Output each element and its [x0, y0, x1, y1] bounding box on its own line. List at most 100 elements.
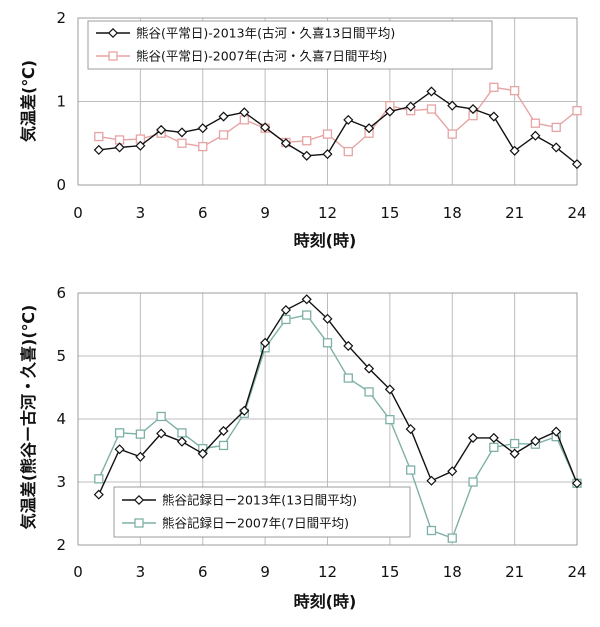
data-point: [322, 313, 333, 324]
x-tick-label: 3: [136, 204, 146, 222]
data-point: [198, 141, 208, 152]
data-point: [301, 150, 312, 161]
legend-box: [113, 486, 411, 538]
data-point: [176, 127, 188, 138]
legend: 熊谷記録日ー2013年(13日間平均) 熊谷記録日ー2007年(7日間平均): [113, 486, 411, 538]
data-point: [489, 442, 499, 453]
x-tick-label: 18: [443, 204, 462, 222]
data-point: [509, 85, 520, 96]
legend-entry: 熊谷記録日ー2007年(7日間平均): [162, 516, 349, 531]
chart-2: 0 3 6 9 12 15 18 21 24 2 3 4 5 6 時刻(時) 気温差(熊谷ー古河・久喜)(℃)…: [19, 284, 587, 611]
x-tick-label: 21: [505, 204, 524, 222]
data-point: [197, 448, 208, 459]
series-line: [98, 298, 578, 495]
data-point: [343, 373, 353, 383]
y-axis-label: 気温差(熊谷ー古河・久喜)(℃): [19, 305, 38, 530]
series-2: [94, 82, 582, 157]
series-line: [98, 90, 578, 165]
x-tick-label: 24: [567, 204, 586, 222]
x-tick-label: 24: [567, 563, 586, 581]
data-point: [218, 130, 229, 140]
data-point: [94, 131, 104, 142]
data-point: [551, 426, 562, 437]
legend-entry: 熊谷(平常日)-2007年(古河・久喜7日間平均): [136, 49, 387, 64]
data-point: [343, 114, 354, 125]
data-point: [384, 106, 395, 117]
x-axis-label: 時刻(時): [294, 231, 357, 250]
data-point: [509, 145, 520, 156]
data-point: [93, 144, 104, 155]
data-point: [426, 525, 437, 536]
x-tick-label: 15: [380, 204, 399, 222]
x-tick-label: 0: [73, 563, 83, 581]
y-tick-label: 6: [56, 284, 66, 302]
data-point: [280, 304, 291, 316]
data-point: [405, 424, 416, 435]
legend-marker: [134, 518, 144, 528]
legend-marker: [133, 494, 145, 506]
data-point: [467, 432, 479, 443]
data-point: [572, 106, 582, 116]
data-point: [489, 82, 499, 92]
data-point: [530, 436, 541, 447]
data-point: [467, 103, 479, 115]
x-tick-label: 3: [136, 563, 146, 581]
data-point: [426, 475, 437, 486]
data-point: [156, 124, 167, 135]
y-axis-label: 気温差(℃): [19, 60, 38, 142]
data-point: [322, 338, 333, 348]
y-tick-label: 0: [56, 176, 66, 194]
data-point: [302, 136, 312, 146]
x-tick-label: 12: [318, 563, 337, 581]
y-tick-label: 4: [56, 410, 66, 428]
data-point: [447, 533, 457, 543]
x-tick-label: 6: [198, 563, 208, 581]
data-point: [530, 130, 541, 141]
data-point: [260, 122, 271, 133]
data-point: [156, 411, 166, 422]
data-point: [488, 432, 499, 443]
data-point: [406, 465, 416, 475]
data-point: [530, 118, 541, 128]
data-point: [135, 429, 146, 439]
data-point: [156, 428, 167, 439]
data-point: [93, 489, 104, 500]
data-point: [364, 363, 375, 374]
data-point: [218, 425, 229, 437]
legend: 熊谷(平常日)-2013年(古河・久喜13日間平均) 熊谷(平常日)-2007年(…: [87, 20, 493, 70]
data-point: [447, 100, 458, 111]
data-point: [322, 129, 333, 139]
data-point: [551, 122, 561, 133]
x-tick-label: 9: [260, 563, 270, 581]
data-point: [322, 149, 333, 160]
x-tick-label: 0: [73, 204, 83, 222]
legend-entry: 熊谷(平常日)-2013年(古河・久喜13日間平均): [136, 26, 395, 41]
data-point: [281, 314, 291, 325]
data-point: [239, 405, 250, 416]
series-1: [93, 294, 583, 500]
plot-area: [77, 17, 578, 186]
data-point: [343, 340, 354, 351]
data-point: [135, 451, 146, 462]
data-point: [280, 138, 291, 149]
data-point: [135, 140, 146, 151]
y-tick-label: 1: [56, 93, 66, 111]
legend-marker: [108, 51, 118, 61]
data-point: [94, 474, 104, 484]
data-point: [551, 142, 562, 153]
x-tick-label: 15: [380, 563, 399, 581]
data-point: [509, 448, 520, 459]
data-point: [218, 111, 229, 122]
data-point: [197, 123, 208, 134]
plot-area: [77, 292, 578, 546]
data-point: [343, 146, 353, 157]
series-line: [98, 86, 578, 153]
y-tick-label: 2: [56, 9, 66, 27]
data-point: [239, 107, 250, 118]
data-point: [364, 123, 375, 134]
data-point: [260, 337, 271, 348]
data-point: [176, 436, 188, 447]
series-1: [93, 86, 583, 170]
data-point: [301, 294, 312, 305]
